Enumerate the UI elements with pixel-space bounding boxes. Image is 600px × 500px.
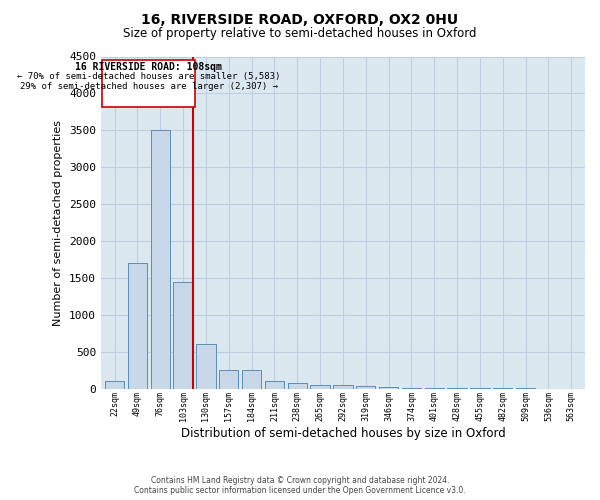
- Text: 16, RIVERSIDE ROAD, OXFORD, OX2 0HU: 16, RIVERSIDE ROAD, OXFORD, OX2 0HU: [142, 12, 458, 26]
- Text: 16 RIVERSIDE ROAD: 108sqm: 16 RIVERSIDE ROAD: 108sqm: [75, 62, 222, 72]
- Bar: [102, 60, 195, 106]
- Bar: [242, 370, 262, 388]
- Bar: [287, 384, 307, 388]
- Bar: [196, 344, 215, 389]
- Bar: [173, 282, 193, 389]
- Text: ← 70% of semi-detached houses are smaller (5,583): ← 70% of semi-detached houses are smalle…: [17, 72, 280, 81]
- Bar: [379, 387, 398, 388]
- Bar: [265, 382, 284, 388]
- Bar: [310, 384, 330, 388]
- Bar: [356, 386, 376, 388]
- Bar: [105, 382, 124, 388]
- Bar: [151, 130, 170, 388]
- Bar: [128, 263, 147, 388]
- Text: Contains HM Land Registry data © Crown copyright and database right 2024.
Contai: Contains HM Land Registry data © Crown c…: [134, 476, 466, 495]
- Text: 29% of semi-detached houses are larger (2,307) →: 29% of semi-detached houses are larger (…: [20, 82, 278, 90]
- Bar: [219, 370, 238, 388]
- X-axis label: Distribution of semi-detached houses by size in Oxford: Distribution of semi-detached houses by …: [181, 427, 505, 440]
- Bar: [333, 384, 353, 388]
- Y-axis label: Number of semi-detached properties: Number of semi-detached properties: [53, 120, 64, 326]
- Text: Size of property relative to semi-detached houses in Oxford: Size of property relative to semi-detach…: [123, 28, 477, 40]
